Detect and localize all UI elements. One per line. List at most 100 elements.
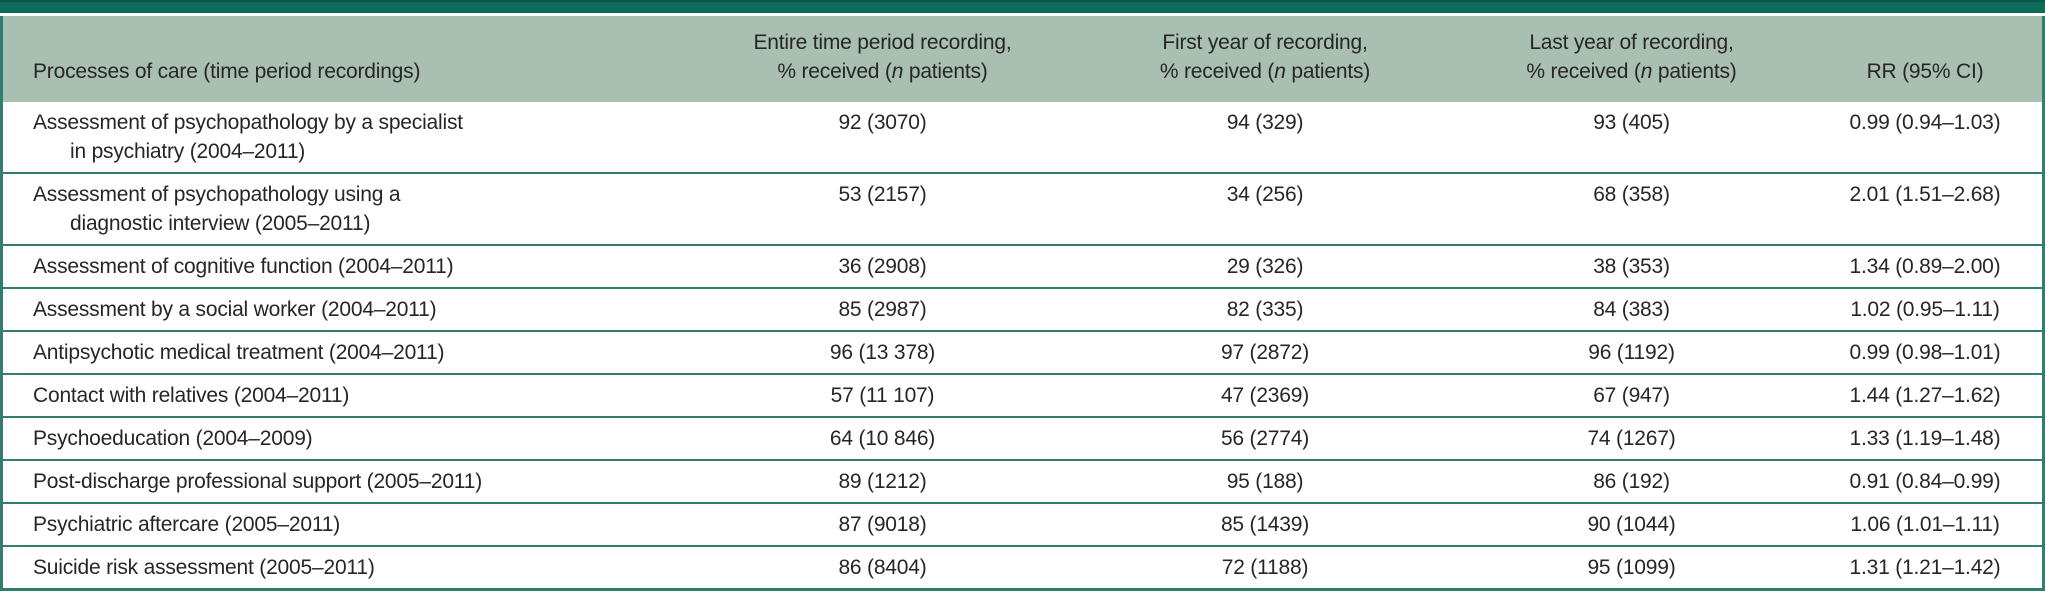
rr-cell: 0.91 (0.84–0.99) (1808, 459, 2042, 503)
entire-period-cell: 92 (3070) (838, 111, 927, 134)
col-header-line2-post: patients) (903, 60, 988, 83)
col-header-rr-95-ci: RR (95% CI) (1808, 16, 2042, 102)
table-row: Psychoeducation (2004–2009) 64 (10 846) 56… (3, 416, 2042, 460)
entire-period-cell: 53 (2157) (690, 172, 1075, 245)
table-frame: Processes of care (time period recording… (0, 16, 2045, 591)
last-year-cell: 86 (192) (1455, 459, 1808, 503)
last-year-cell: 84 (383) (1455, 287, 1808, 331)
col-header-line2: % received (n patients) (690, 57, 1075, 86)
col-header-line2-pre: % received ( (1159, 60, 1275, 83)
process-label: Post-discharge professional support (200… (33, 470, 482, 493)
processes-of-care-table: Processes of care (time period recording… (3, 16, 2042, 588)
last-year-cell: 38 (353) (1455, 244, 1808, 288)
process-label: Contact with relatives (2004–2011) (33, 384, 350, 407)
table-row: Post-discharge professional support (200… (3, 459, 2042, 503)
last-year-cell: 67 (947) (1455, 373, 1808, 417)
col-header-line1: Entire time period recording, (753, 31, 1012, 54)
col-header-label: Processes of care (time period recording… (33, 60, 421, 83)
process-label: Assessment of psychopathology by a speci… (33, 111, 463, 134)
last-year-cell: 90 (1044) (1455, 502, 1808, 546)
process-cell: Assessment of psychopathology by a speci… (3, 102, 690, 173)
last-year-cell: 93 (405) (1593, 111, 1670, 134)
rr-cell: 1.33 (1.19–1.48) (1808, 416, 2042, 460)
col-header-last-year: Last year of recording, % received (n pa… (1455, 16, 1808, 102)
table-top-rule (0, 0, 2045, 13)
rr-cell: 1.06 (1.01–1.11) (1808, 502, 2042, 546)
col-header-label: RR (95% CI) (1866, 60, 1984, 83)
process-cell: Psychoeducation (2004–2009) (3, 416, 690, 460)
last-year-cell: 96 (1192) (1455, 330, 1808, 374)
table-row: Suicide risk assessment (2005–2011) 86 (8… (3, 545, 2042, 588)
process-cell: Suicide risk assessment (2005–2011) (3, 545, 690, 588)
col-header-n-italic: n (1640, 60, 1653, 83)
process-label: Psychiatric aftercare (2005–2011) (33, 513, 341, 536)
first-year-cell: 94 (329) (1226, 111, 1304, 134)
entire-period-cell: 85 (2987) (690, 287, 1075, 331)
table-row: Assessment by a social worker (2004–2011… (3, 287, 2042, 331)
col-header-line2-post: patients) (1285, 60, 1371, 83)
table-row: Contact with relatives (2004–2011) 57 (11… (3, 373, 2042, 417)
rr-cell: 1.31 (1.21–1.42) (1808, 545, 2042, 588)
table-row: Assessment of cognitive function (2004–2… (3, 244, 2042, 288)
process-cell: Assessment of psychopathology using a dia… (3, 172, 690, 245)
rr-cell: 1.02 (0.95–1.11) (1808, 287, 2042, 331)
table-row: Assessment of psychopathology using a dia… (3, 172, 2042, 245)
col-header-line1: Last year of recording, (1529, 31, 1734, 54)
first-year-cell: 95 (188) (1075, 459, 1455, 503)
process-label: Psychoeducation (2004–2009) (33, 427, 313, 450)
process-cell: Antipsychotic medical treatment (2004–20… (3, 330, 690, 374)
last-year-cell: 95 (1099) (1455, 545, 1808, 588)
rr-cell: 0.99 (0.94–1.03) (1849, 111, 2001, 134)
first-year-cell: 29 (326) (1075, 244, 1455, 288)
last-year-cell: 68 (358) (1455, 172, 1808, 245)
col-header-line2-pre: % received ( (1526, 60, 1641, 83)
entire-period-cell: 64 (10 846) (690, 416, 1075, 460)
first-year-cell: 97 (2872) (1075, 330, 1455, 374)
table-row: Antipsychotic medical treatment (2004–20… (3, 330, 2042, 374)
first-year-cell: 85 (1439) (1075, 502, 1455, 546)
process-cell: Assessment of cognitive function (2004–2… (3, 244, 690, 288)
col-header-processes-of-care: Processes of care (time period recording… (3, 16, 690, 102)
process-cell: Post-discharge professional support (200… (3, 459, 690, 503)
col-header-line2-post: patients) (1652, 60, 1737, 83)
rr-cell: 0.99 (0.98–1.01) (1808, 330, 2042, 374)
table-header: Processes of care (time period recording… (3, 16, 2042, 102)
process-label: Antipsychotic medical treatment (2004–20… (33, 341, 445, 364)
col-header-first-year: First year of recording, % received (n p… (1075, 16, 1455, 102)
entire-period-cell: 57 (11 107) (690, 373, 1075, 417)
rr-cell: 1.44 (1.27–1.62) (1808, 373, 2042, 417)
rr-cell: 2.01 (1.51–2.68) (1808, 172, 2042, 245)
entire-period-cell: 96 (13 378) (690, 330, 1075, 374)
process-cell: Contact with relatives (2004–2011) (3, 373, 690, 417)
header-row: Processes of care (time period recording… (3, 16, 2042, 102)
first-year-cell: 72 (1188) (1075, 545, 1455, 588)
entire-period-cell: 89 (1212) (690, 459, 1075, 503)
process-label: Assessment of cognitive function (2004–2… (33, 255, 454, 278)
last-year-cell: 74 (1267) (1455, 416, 1808, 460)
entire-period-cell: 36 (2908) (690, 244, 1075, 288)
col-header-n-italic: n (891, 60, 904, 83)
col-header-n-italic: n (1274, 60, 1286, 83)
process-label: Suicide risk assessment (2005–2011) (33, 556, 375, 579)
first-year-cell: 47 (2369) (1075, 373, 1455, 417)
table-body: Assessment of psychopathology by a speci… (3, 102, 2042, 588)
table-row: Assessment of psychopathology by a speci… (3, 102, 2042, 173)
col-header-line2: % received (n patients) (1455, 57, 1808, 86)
first-year-cell: 56 (2774) (1075, 416, 1455, 460)
entire-period-cell: 87 (9018) (690, 502, 1075, 546)
process-cell: Assessment by a social worker (2004–2011… (3, 287, 690, 331)
col-header-line2-pre: % received ( (777, 60, 892, 83)
rr-cell: 1.34 (0.89–2.00) (1808, 244, 2042, 288)
process-cell: Psychiatric aftercare (2005–2011) (3, 502, 690, 546)
col-header-line2: % received (n patients) (1075, 57, 1455, 86)
col-header-line1: First year of recording, (1162, 31, 1368, 54)
first-year-cell: 82 (335) (1075, 287, 1455, 331)
process-label-continuation: in psychiatry (2004–2011) (70, 140, 306, 163)
process-label: Assessment of psychopathology using a (33, 183, 401, 206)
col-header-entire-time-period: Entire time period recording, % received… (690, 16, 1075, 102)
process-label-continuation: diagnostic interview (2005–2011) (70, 212, 371, 235)
first-year-cell: 34 (256) (1075, 172, 1455, 245)
entire-period-cell: 86 (8404) (690, 545, 1075, 588)
table-row: Psychiatric aftercare (2005–2011) 87 (901… (3, 502, 2042, 546)
